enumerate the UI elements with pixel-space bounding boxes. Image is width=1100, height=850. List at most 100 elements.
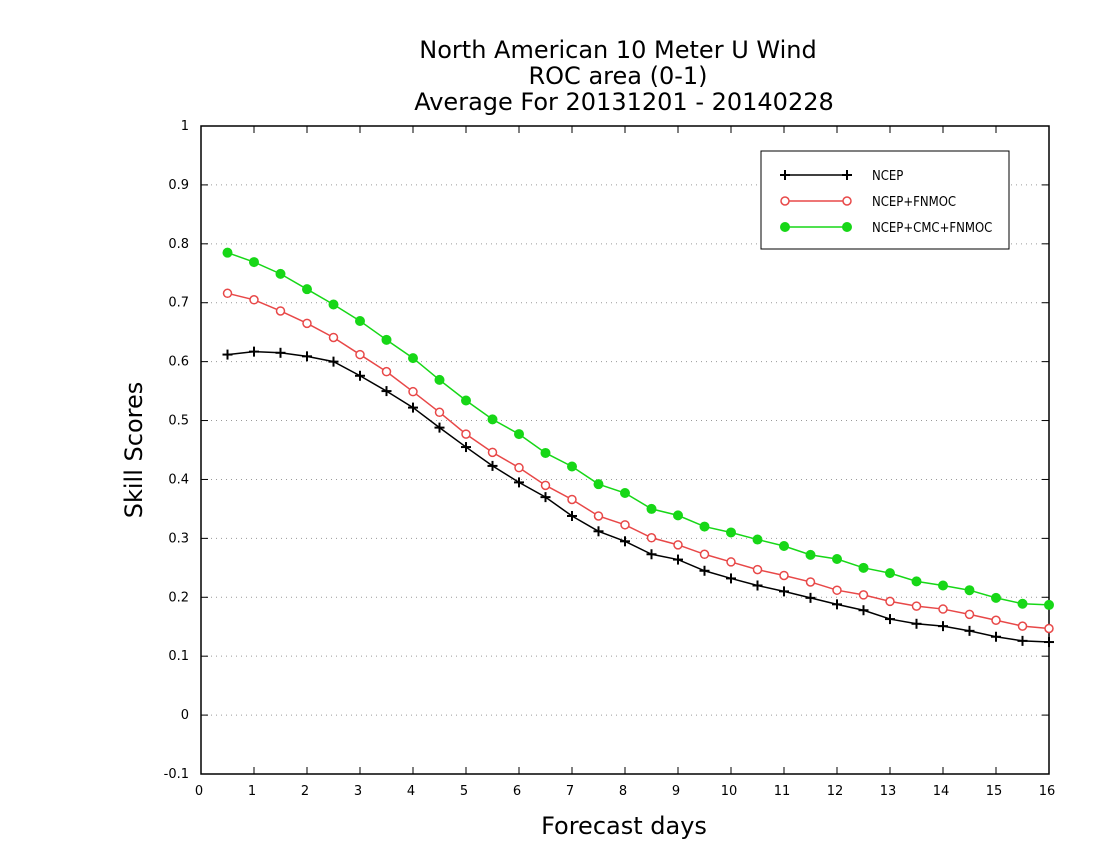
data-point <box>646 533 657 543</box>
data-point <box>646 503 657 514</box>
data-point <box>885 568 895 579</box>
chart-title: North American 10 Meter U Wind ROC area … <box>414 36 834 116</box>
title-line-2: ROC area (0-1) <box>528 62 707 90</box>
data-point <box>842 196 852 206</box>
x-tick-label: 11 <box>774 784 791 799</box>
data-point <box>593 526 604 537</box>
data-point <box>699 549 710 560</box>
y-tick-label: 1 <box>181 119 189 134</box>
legend-label: NCEP+FNMOC <box>872 195 956 210</box>
data-point <box>752 564 763 575</box>
data-point <box>567 461 577 472</box>
data-point <box>780 170 790 180</box>
x-tick-label: 16 <box>1039 784 1056 799</box>
data-point <box>249 295 259 305</box>
data-point <box>408 386 418 397</box>
data-point <box>461 429 471 439</box>
y-tick-label: 0.5 <box>168 414 189 429</box>
data-point <box>1017 635 1028 646</box>
data-point <box>832 599 842 610</box>
data-point <box>805 549 816 560</box>
data-point <box>726 573 736 584</box>
y-axis-label: Skill Scores <box>120 382 148 519</box>
data-point <box>726 527 736 538</box>
data-point <box>858 590 869 600</box>
legend-label: NCEP <box>872 169 903 184</box>
series-line <box>227 292 1050 630</box>
data-point <box>249 346 259 357</box>
data-point <box>593 479 604 490</box>
data-point <box>911 601 922 611</box>
y-tick-label: 0.7 <box>168 296 189 311</box>
grid <box>201 184 1049 716</box>
data-point <box>699 565 710 576</box>
data-point <box>275 306 286 316</box>
data-point <box>540 480 551 491</box>
data-point <box>487 447 498 458</box>
data-point <box>911 576 922 587</box>
data-point <box>991 631 1001 642</box>
x-tick-label: 8 <box>619 784 627 799</box>
data-point <box>514 477 524 488</box>
data-point <box>858 562 869 573</box>
data-point <box>842 170 852 180</box>
data-point <box>805 577 816 587</box>
data-point <box>858 605 869 616</box>
plot-frame <box>200 125 1050 775</box>
data-point <box>302 284 312 295</box>
data-point <box>328 332 339 343</box>
legend-item: NCEP <box>780 169 903 184</box>
x-tick-label: 0 <box>195 784 203 799</box>
y-tick-label: -0.1 <box>164 767 189 782</box>
title-line-1: North American 10 Meter U Wind <box>419 36 816 64</box>
data-point <box>487 414 498 425</box>
data-point <box>620 536 630 547</box>
x-tick-label: 1 <box>248 784 256 799</box>
data-point <box>938 621 948 632</box>
data-point <box>567 494 577 505</box>
data-point <box>885 596 895 607</box>
data-point <box>832 553 842 564</box>
data-point <box>408 402 418 413</box>
x-tick-label: 5 <box>460 784 468 799</box>
data-point <box>514 429 524 440</box>
data-point <box>540 492 551 503</box>
data-point <box>302 318 312 329</box>
data-point <box>381 334 392 345</box>
data-point <box>752 580 763 591</box>
data-point <box>620 520 630 530</box>
series-ncep <box>222 346 1054 648</box>
title-line-3: Average For 20131201 - 20140228 <box>414 88 834 116</box>
data-point <box>673 554 683 565</box>
data-point <box>381 386 392 397</box>
legend: NCEP NCEP+FNMOC NCEP+CMC+FNMOC <box>760 150 1010 250</box>
y-tick-label: 0.3 <box>168 531 189 546</box>
y-tick-label: 0.6 <box>168 355 189 370</box>
x-tick-label: 14 <box>933 784 950 799</box>
data-point <box>593 511 604 521</box>
data-point <box>673 540 683 550</box>
series-line <box>227 350 1050 643</box>
y-tick-label: 0 <box>181 708 189 723</box>
legend-box <box>760 150 1010 250</box>
data-point <box>461 442 471 453</box>
series-ncep-cmc-fnmoc <box>222 247 1054 610</box>
data-point <box>964 585 975 596</box>
data-point <box>1017 621 1028 631</box>
series <box>222 247 1054 648</box>
x-tick-label: 3 <box>354 784 362 799</box>
x-tick-label: 7 <box>566 784 574 799</box>
data-point <box>911 618 922 629</box>
data-point <box>964 609 975 620</box>
series-ncep-fnmoc <box>222 288 1054 634</box>
data-point <box>1044 599 1054 610</box>
data-point <box>938 580 948 591</box>
data-point <box>434 374 445 385</box>
legend-item: NCEP+FNMOC <box>780 195 956 210</box>
y-tick-label: 0.8 <box>168 237 189 252</box>
data-point <box>938 604 948 614</box>
data-point <box>842 222 852 232</box>
data-point <box>434 407 445 418</box>
data-point <box>1044 623 1054 634</box>
